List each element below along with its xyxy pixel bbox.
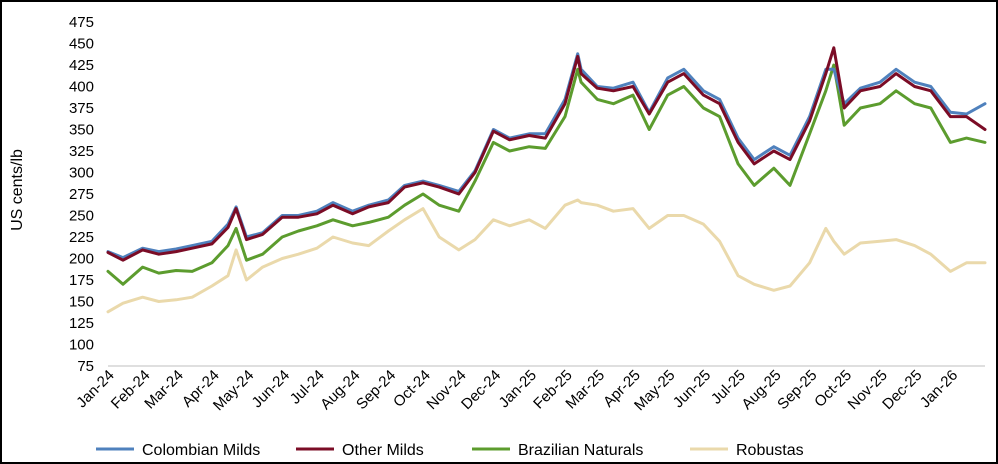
y-tick-label: 100 bbox=[69, 337, 94, 354]
legend-label: Brazilian Naturals bbox=[518, 442, 643, 459]
plot-area bbox=[106, 46, 987, 314]
y-axis-title: US cents/lb bbox=[9, 149, 26, 231]
y-tick-label: 300 bbox=[69, 165, 94, 182]
x-tick-label: Dec-24 bbox=[458, 367, 504, 413]
x-tick-label: Sep-24 bbox=[353, 367, 399, 413]
y-tick-label: 175 bbox=[69, 272, 94, 289]
y-tick-label: 400 bbox=[69, 79, 94, 96]
y-tick-label: 350 bbox=[69, 122, 94, 139]
legend-label: Colombian Milds bbox=[142, 442, 260, 459]
y-tick-label: 425 bbox=[69, 57, 94, 74]
y-tick-label: 475 bbox=[69, 14, 94, 31]
y-tick-label: 325 bbox=[69, 143, 94, 160]
y-tick-label: 75 bbox=[77, 358, 94, 375]
x-tick-label: Jun-25 bbox=[670, 367, 714, 411]
y-tick-label: 375 bbox=[69, 100, 94, 117]
x-tick-label: Aug-25 bbox=[738, 367, 784, 413]
y-tick-label: 450 bbox=[69, 36, 94, 53]
legend-label: Robustas bbox=[736, 442, 804, 459]
y-tick-label: 250 bbox=[69, 208, 94, 225]
x-tick-label: Jan-26 bbox=[917, 367, 961, 411]
y-tick-label: 275 bbox=[69, 186, 94, 203]
x-axis: Jan-24Feb-24Mar-24Apr-24May-24Jun-24Jul-… bbox=[73, 367, 961, 414]
legend: Colombian Milds Other Milds Brazilian Natu… bbox=[96, 442, 804, 459]
y-tick-label: 125 bbox=[69, 315, 94, 332]
series-line-robustas bbox=[106, 198, 987, 314]
legend-label: Other Milds bbox=[342, 442, 424, 459]
y-tick-label: 150 bbox=[69, 294, 94, 311]
y-axis: 75 100 125 150 175 200 225 250 275 300 325 350 375 40… bbox=[69, 14, 94, 375]
series-line-other-milds bbox=[106, 46, 987, 262]
x-tick-label: Sep-25 bbox=[774, 367, 820, 413]
x-tick-label: Jun-24 bbox=[249, 367, 293, 411]
x-tick-label: Aug-24 bbox=[317, 367, 363, 413]
y-tick-label: 200 bbox=[69, 251, 94, 268]
y-tick-label: 225 bbox=[69, 229, 94, 246]
x-tick-label: Dec-25 bbox=[879, 367, 925, 413]
